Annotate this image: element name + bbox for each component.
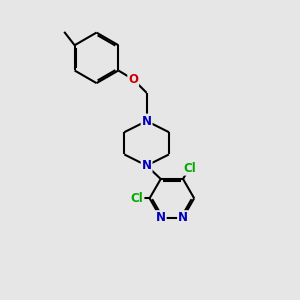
Text: N: N	[178, 211, 188, 224]
Text: O: O	[128, 73, 138, 86]
Text: N: N	[142, 159, 152, 172]
Text: Cl: Cl	[183, 162, 196, 175]
Text: N: N	[142, 115, 152, 128]
Text: Cl: Cl	[131, 192, 143, 205]
Text: N: N	[156, 211, 166, 224]
